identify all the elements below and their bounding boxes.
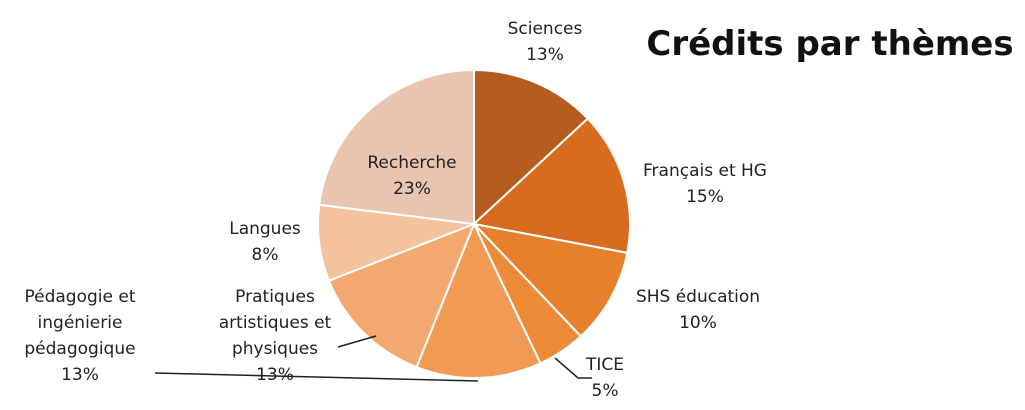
value-label: 8% xyxy=(251,245,279,265)
slice-label: Français et HG 15% xyxy=(620,158,790,210)
slice-label: Langues 8% xyxy=(215,216,315,268)
slice-label: SHS éducation 10% xyxy=(618,284,778,336)
category-label: SHS éducation xyxy=(635,287,761,307)
slice-label: TICE 5% xyxy=(575,352,635,404)
value-label: 15% xyxy=(686,187,724,207)
pie-slice xyxy=(327,222,476,369)
leader-line xyxy=(554,357,592,379)
category-label: Langues xyxy=(229,219,301,239)
value-label: 13% xyxy=(526,45,564,65)
value-label: 5% xyxy=(591,381,619,401)
slice-label: Pédagogie et ingénierie pédagogique 13% xyxy=(0,284,160,388)
leader-line xyxy=(154,372,479,382)
category-label: Recherche xyxy=(367,153,457,173)
leader-line xyxy=(337,335,377,348)
pie-slice xyxy=(473,68,590,227)
chart-title: Crédits par thèmes xyxy=(646,24,1014,64)
value-label: 10% xyxy=(679,313,717,333)
pie-slice xyxy=(415,221,542,379)
category-label: Sciences xyxy=(507,19,583,39)
value-label: 13% xyxy=(61,365,99,385)
value-label: 13% xyxy=(256,365,294,385)
category-label: Pratiques artistiques et physiques xyxy=(218,287,332,359)
category-label: Français et HG xyxy=(643,161,767,181)
pie-slice xyxy=(471,117,631,255)
slice-label: Pratiques artistiques et physiques 13% xyxy=(200,284,350,388)
pie-slice xyxy=(471,222,629,338)
slice-label: Recherche 23% xyxy=(352,150,472,202)
category-label: TICE xyxy=(585,355,624,375)
slice-label: Sciences 13% xyxy=(485,16,605,68)
value-label: 23% xyxy=(393,179,431,199)
category-label: Pédagogie et ingénierie pédagogique xyxy=(24,287,136,359)
pie-slice xyxy=(318,68,475,226)
